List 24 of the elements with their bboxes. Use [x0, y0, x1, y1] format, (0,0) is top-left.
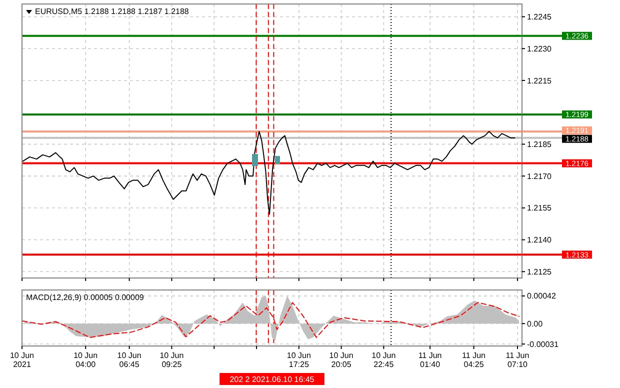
y-tick-label: 0.00	[527, 319, 544, 328]
y-tick-label: 1.2245	[527, 12, 552, 22]
x-tick-label: 10 Jun 04:00	[74, 351, 98, 369]
y-tick-label: 1.2185	[527, 140, 552, 149]
y-tick-label: -0.00031	[527, 340, 560, 349]
y-tick-label: 1.2230	[527, 44, 552, 54]
y-tick-label: 1.2140	[527, 236, 552, 245]
x-tick-label: 10 Jun 06:45	[117, 351, 142, 369]
x-tick-label: 10 Jun 09:25	[160, 351, 184, 369]
x-tick-label: 10 Jun 17:25	[286, 351, 311, 369]
chart-title: EURUSD,M5 1.2188 1.2188 1.2187 1.2188	[35, 7, 190, 16]
y-tick-label: 0.00042	[527, 292, 556, 301]
x-tick-label: 10 Jun 22:45	[372, 351, 396, 369]
x-tick-label: 11 Jun 07:10	[506, 351, 530, 369]
y-tick-label: 1.2170	[527, 172, 552, 181]
x-tick-label: 11 Jun 01:40	[418, 351, 442, 369]
chart-title: MACD(12,26,9) 0.00005 0.00009	[26, 293, 144, 302]
x-tick-label: 11 Jun 04:25	[462, 351, 486, 369]
text: 202 2 2021.06.10 16:45	[230, 374, 315, 384]
y-tick-label: 1.2155	[527, 204, 552, 213]
y-tick-label: 1.2215	[527, 76, 552, 86]
x-tick-label: 10 Jun 20:05	[329, 351, 354, 369]
x-tick-label: 10 Jun 2021	[10, 351, 34, 369]
y-tick-label: 1.2125	[527, 267, 552, 276]
